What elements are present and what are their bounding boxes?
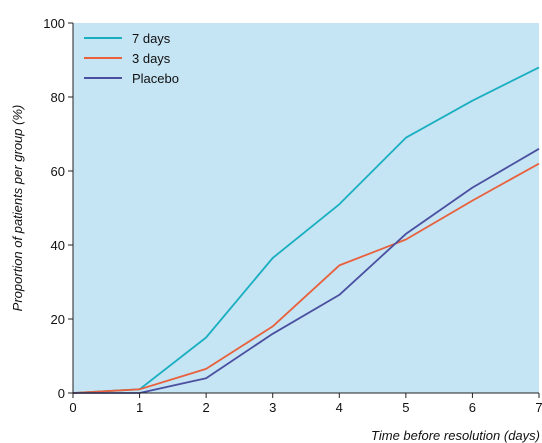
y-tick-label: 20	[51, 312, 65, 327]
series-line-3-days	[72, 162, 540, 394]
y-tick-label: 80	[51, 90, 65, 105]
series-layer	[72, 66, 540, 394]
ticks-layer: 0 1 2 3 4 5 6 7 0 20 40 60 80 100	[43, 16, 542, 415]
x-tick-label: 3	[269, 400, 276, 415]
legend-label: 7 days	[132, 31, 171, 46]
x-tick-label: 0	[69, 400, 76, 415]
y-tick-label: 40	[51, 238, 65, 253]
legend-label: Placebo	[132, 71, 179, 86]
y-tick-label: 0	[58, 386, 65, 401]
y-tick-label: 100	[43, 16, 65, 31]
axes-layer	[72, 23, 539, 394]
x-tick-label: 5	[402, 400, 409, 415]
legend: 7 days 3 days Placebo	[84, 31, 179, 86]
x-tick-label: 1	[136, 400, 143, 415]
x-tick-label: 6	[469, 400, 476, 415]
y-axis-title: Proportion of patients per group (%)	[10, 105, 25, 312]
series-line-placebo	[73, 148, 540, 394]
x-tick-label: 2	[203, 400, 210, 415]
x-tick-label: 4	[336, 400, 343, 415]
x-axis-title: Time before resolution (days)	[371, 428, 540, 443]
legend-label: 3 days	[132, 51, 171, 66]
series-line-7-days	[72, 66, 540, 394]
y-tick-label: 60	[51, 164, 65, 179]
x-tick-label: 7	[535, 400, 542, 415]
